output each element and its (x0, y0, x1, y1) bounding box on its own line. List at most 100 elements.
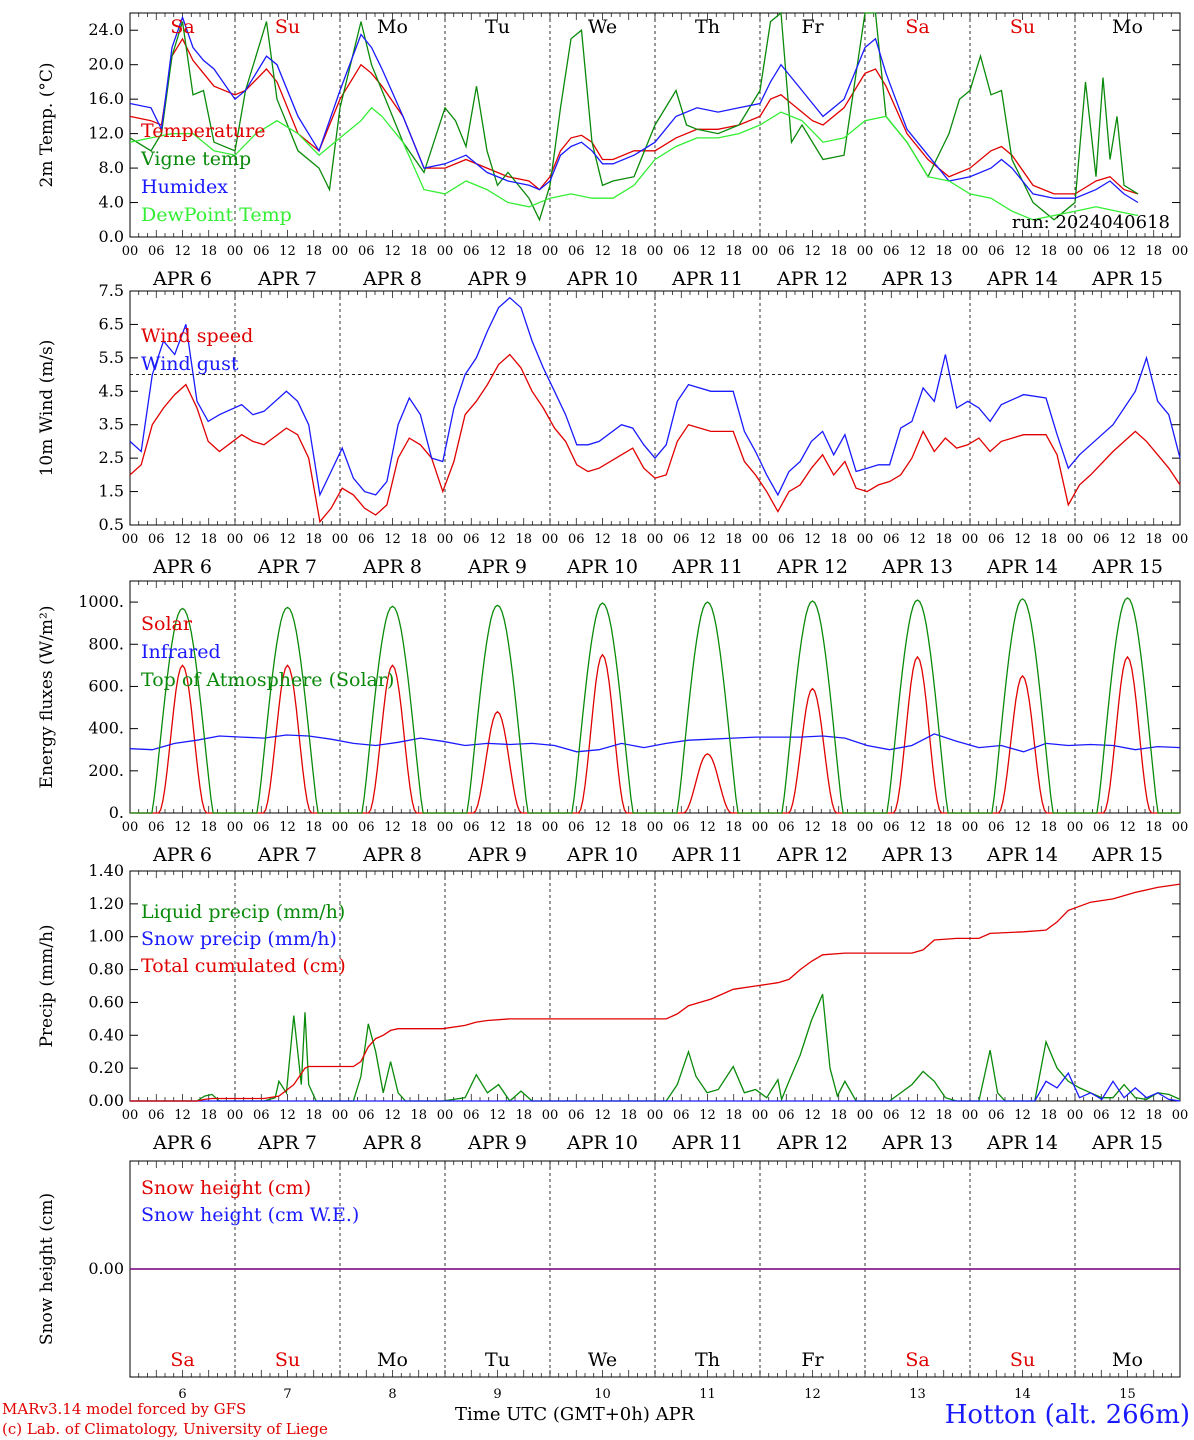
hour-label: 12 (594, 244, 611, 259)
day-date-label: APR 13 (881, 556, 953, 578)
day-date-label: APR 11 (671, 1132, 743, 1154)
hour-label: 18 (200, 1108, 217, 1123)
day-date-label: APR 12 (776, 844, 848, 866)
hour-label: 12 (1014, 244, 1031, 259)
hour-label: 18 (935, 1108, 952, 1123)
hour-label: 00 (542, 820, 559, 835)
day-date-label: APR 13 (881, 1132, 953, 1154)
legend-entry: Snow precip (mm/h) (141, 928, 337, 950)
weekday-label-top: Sa (170, 16, 194, 38)
hour-label: 18 (620, 820, 637, 835)
y-tick-label: 6.5 (99, 314, 124, 333)
hour-label: 00 (437, 244, 454, 259)
y-tick-label: 0.20 (88, 1058, 124, 1077)
day-date-label: APR 7 (257, 268, 317, 290)
hour-label: 06 (883, 244, 900, 259)
weekday-label-bottom: Fr (801, 1349, 824, 1371)
hour-label: 18 (515, 820, 532, 835)
weekday-label-bottom: Tu (485, 1349, 510, 1371)
day-date-label: APR 7 (257, 556, 317, 578)
day-number-label: 14 (1014, 1387, 1031, 1402)
hour-label: 06 (568, 1108, 585, 1123)
day-date-label: APR 14 (986, 556, 1058, 578)
series-temperature (129, 37, 1139, 195)
hour-label: 06 (1093, 820, 1110, 835)
legend-entry: DewPoint Temp (141, 204, 292, 226)
weekday-label-bottom: Sa (905, 1349, 929, 1371)
hour-label: 12 (699, 532, 716, 547)
hour-label: 12 (174, 244, 191, 259)
y-tick-label: 800. (88, 634, 124, 653)
hour-label: 06 (253, 532, 270, 547)
hour-label: 06 (463, 1108, 480, 1123)
hour-label: 00 (437, 820, 454, 835)
hour-label: 12 (1014, 820, 1031, 835)
weekday-label-top: We (588, 16, 617, 38)
legend-entry: Liquid precip (mm/h) (141, 901, 345, 923)
hour-label: 06 (253, 820, 270, 835)
hour-label: 06 (988, 820, 1005, 835)
weekday-label-top: Mo (1112, 16, 1143, 38)
hour-label: 12 (594, 1108, 611, 1123)
y-tick-label: 4.5 (99, 381, 124, 400)
hour-label: 12 (279, 820, 296, 835)
day-date-label: APR 8 (362, 268, 422, 290)
hour-label: 00 (1172, 1108, 1189, 1123)
y-tick-label: 0.00 (88, 1091, 124, 1110)
series-vigne-temp (129, 11, 1139, 222)
hour-label: 12 (384, 244, 401, 259)
hour-label: 06 (148, 820, 165, 835)
hour-label: 12 (1119, 244, 1136, 259)
hour-label: 06 (778, 532, 795, 547)
hour-label: 00 (542, 1108, 559, 1123)
day-date-label: APR 14 (986, 844, 1058, 866)
series-wind-gust (129, 296, 1181, 498)
hour-label: 18 (305, 1108, 322, 1123)
hour-label: 00 (227, 532, 244, 547)
hour-label: 12 (384, 1108, 401, 1123)
legend-entry: Wind gust (141, 353, 239, 375)
y-tick-label: 16.0 (88, 89, 124, 108)
hour-label: 12 (174, 532, 191, 547)
hour-label: 18 (1145, 244, 1162, 259)
panel-2: 0.5 1.5 2.5 3.5 4.5 5.5 6.5 7.5 10m Wind (m/s) Wi… (37, 281, 1188, 578)
day-date-label: APR 10 (566, 844, 638, 866)
hour-label: 06 (778, 244, 795, 259)
day-date-label: APR 9 (467, 556, 527, 578)
hour-label: 06 (1093, 532, 1110, 547)
hour-label: 12 (1014, 1108, 1031, 1123)
hour-label: 00 (962, 1108, 979, 1123)
hour-label: 06 (988, 244, 1005, 259)
hour-label: 00 (857, 244, 874, 259)
hour-label: 12 (279, 244, 296, 259)
y-axis-label: Precip (mm/h) (37, 924, 57, 1047)
hour-label: 00 (962, 244, 979, 259)
hour-label: 06 (883, 820, 900, 835)
hour-label: 12 (699, 820, 716, 835)
hour-label: 00 (647, 820, 664, 835)
day-date-label: APR 8 (362, 1132, 422, 1154)
hour-label: 06 (673, 820, 690, 835)
hour-label: 06 (463, 244, 480, 259)
day-date-label: APR 7 (257, 844, 317, 866)
hour-label: 00 (1067, 1108, 1084, 1123)
hour-label: 00 (1172, 820, 1189, 835)
hour-label: 00 (1067, 244, 1084, 259)
hour-label: 18 (515, 1108, 532, 1123)
y-tick-label: 1.20 (88, 894, 124, 913)
day-number-label: 12 (804, 1387, 821, 1402)
hour-label: 12 (804, 532, 821, 547)
hour-label: 00 (752, 244, 769, 259)
weekday-label-bottom: Su (275, 1349, 300, 1371)
day-date-label: APR 15 (1091, 1132, 1163, 1154)
hour-label: 06 (463, 820, 480, 835)
day-date-label: APR 8 (362, 556, 422, 578)
hour-label: 00 (122, 532, 139, 547)
day-date-label: APR 9 (467, 844, 527, 866)
day-number-label: 7 (283, 1387, 291, 1402)
weekday-label-bottom: We (588, 1349, 617, 1371)
y-tick-label: 1000. (78, 592, 124, 611)
hour-label: 18 (935, 532, 952, 547)
hour-label: 00 (542, 244, 559, 259)
hour-label: 06 (253, 1108, 270, 1123)
